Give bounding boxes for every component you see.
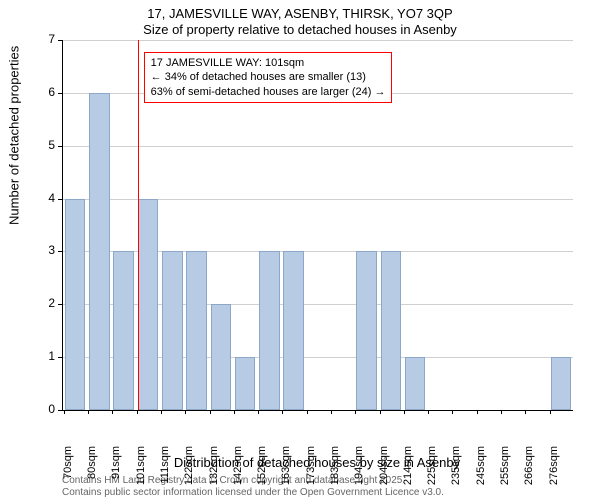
- gridline: [63, 146, 573, 147]
- histogram-bar: [138, 199, 159, 410]
- x-tick-mark: [501, 410, 502, 414]
- y-tick-mark: [58, 251, 62, 252]
- chart-title-line2: Size of property relative to detached ho…: [0, 22, 600, 37]
- histogram-bar: [162, 251, 183, 410]
- x-tick-label: 225sqm: [426, 446, 438, 496]
- marker-line: [138, 40, 139, 410]
- x-tick-mark: [477, 410, 478, 414]
- x-tick-mark: [355, 410, 356, 414]
- histogram-bar: [381, 251, 402, 410]
- x-tick-label: 101sqm: [135, 446, 147, 496]
- histogram-bar: [235, 357, 256, 410]
- x-tick-label: 194sqm: [353, 446, 365, 496]
- x-tick-mark: [185, 410, 186, 414]
- x-tick-label: 152sqm: [256, 446, 268, 496]
- histogram-bar: [551, 357, 572, 410]
- y-tick-mark: [58, 199, 62, 200]
- x-tick-label: 173sqm: [305, 446, 317, 496]
- gridline: [63, 40, 573, 41]
- x-tick-mark: [137, 410, 138, 414]
- histogram-bar: [89, 93, 110, 410]
- y-tick-mark: [58, 93, 62, 94]
- x-tick-mark: [161, 410, 162, 414]
- x-tick-label: 266sqm: [523, 446, 535, 496]
- x-tick-mark: [112, 410, 113, 414]
- x-tick-label: 163sqm: [280, 446, 292, 496]
- x-tick-mark: [404, 410, 405, 414]
- x-tick-mark: [428, 410, 429, 414]
- x-tick-label: 122sqm: [183, 446, 195, 496]
- histogram-bar: [259, 251, 280, 410]
- y-tick-label: 6: [35, 85, 55, 99]
- y-tick-label: 4: [35, 191, 55, 205]
- y-tick-label: 5: [35, 138, 55, 152]
- annotation-line: 17 JAMESVILLE WAY: 101sqm: [151, 56, 386, 70]
- x-tick-mark: [380, 410, 381, 414]
- y-tick-mark: [58, 410, 62, 411]
- y-tick-mark: [58, 304, 62, 305]
- x-tick-label: 142sqm: [232, 446, 244, 496]
- x-tick-mark: [258, 410, 259, 414]
- y-tick-label: 0: [35, 402, 55, 416]
- x-tick-label: 132sqm: [208, 446, 220, 496]
- x-tick-mark: [210, 410, 211, 414]
- histogram-bar: [283, 251, 304, 410]
- x-tick-mark: [64, 410, 65, 414]
- x-tick-label: 204sqm: [378, 446, 390, 496]
- x-tick-mark: [550, 410, 551, 414]
- x-tick-label: 91sqm: [110, 446, 122, 496]
- x-tick-label: 255sqm: [499, 446, 511, 496]
- x-tick-mark: [282, 410, 283, 414]
- annotation-line: 63% of semi-detached houses are larger (…: [151, 85, 386, 99]
- x-tick-mark: [452, 410, 453, 414]
- x-tick-label: 235sqm: [450, 446, 462, 496]
- y-tick-label: 2: [35, 296, 55, 310]
- x-tick-label: 111sqm: [159, 446, 171, 496]
- chart-title-line1: 17, JAMESVILLE WAY, ASENBY, THIRSK, YO7 …: [0, 6, 600, 21]
- annotation-box: 17 JAMESVILLE WAY: 101sqm← 34% of detach…: [144, 52, 393, 103]
- annotation-line: ← 34% of detached houses are smaller (13…: [151, 70, 386, 84]
- x-tick-mark: [331, 410, 332, 414]
- histogram-bar: [186, 251, 207, 410]
- x-tick-mark: [88, 410, 89, 414]
- x-tick-label: 70sqm: [62, 446, 74, 496]
- plot-area: 17 JAMESVILLE WAY: 101sqm← 34% of detach…: [62, 40, 573, 411]
- y-tick-mark: [58, 146, 62, 147]
- histogram-bar: [113, 251, 134, 410]
- histogram-bar: [65, 199, 86, 410]
- histogram-bar: [356, 251, 377, 410]
- histogram-bar: [211, 304, 232, 410]
- x-tick-label: 276sqm: [548, 446, 560, 496]
- y-tick-label: 1: [35, 349, 55, 363]
- y-axis-label: Number of detached properties: [7, 46, 22, 225]
- x-tick-label: 80sqm: [86, 446, 98, 496]
- y-tick-label: 3: [35, 243, 55, 257]
- x-tick-mark: [234, 410, 235, 414]
- x-tick-label: 183sqm: [329, 446, 341, 496]
- y-tick-mark: [58, 357, 62, 358]
- x-tick-label: 214sqm: [402, 446, 414, 496]
- x-tick-label: 245sqm: [475, 446, 487, 496]
- histogram-bar: [405, 357, 426, 410]
- y-tick-label: 7: [35, 32, 55, 46]
- y-tick-mark: [58, 40, 62, 41]
- x-tick-mark: [525, 410, 526, 414]
- x-tick-mark: [307, 410, 308, 414]
